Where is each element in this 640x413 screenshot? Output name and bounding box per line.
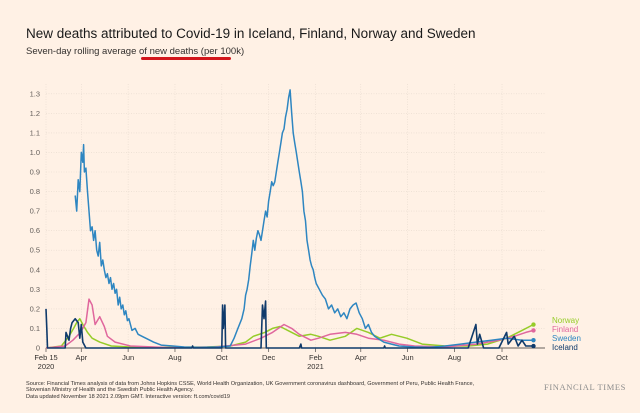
chart-grid [45,84,545,349]
y-tick-label: 0.5 [30,246,40,255]
y-tick-label: 0.8 [30,187,40,196]
sweden-end-marker [531,337,536,343]
y-tick-label: 1.1 [30,128,40,137]
chart-title: New deaths attributed to Covid-19 in Ice… [26,26,476,41]
norway-legend-label: Norway [552,316,579,325]
x-tick-label: Jun [402,353,414,362]
line-chart: 0 0.1 0.2 0.3 0.4 0.5 0.6 0.7 0.8 0.9 1.0 1.1 1.2 1.3… [30,84,581,371]
finland-legend-label: Finland [552,325,578,334]
x-tick-label: Oct [496,353,509,362]
x-tick-label: Dec [262,353,276,362]
chart-series [45,89,536,349]
ft-brand-logo: FINANCIAL TIMES [544,382,626,392]
y-tick-label: 0.7 [30,207,40,216]
iceland-line [45,300,534,349]
y-tick-label: 1.3 [30,89,40,98]
finland-end-marker [531,328,536,333]
y-tick-label: 0.1 [30,324,40,333]
y-tick-label: 1.2 [30,109,40,118]
x-tick-label: Feb 15 [34,353,57,362]
finland-line [45,298,534,349]
y-tick-label: 0.3 [30,285,40,294]
y-tick-label: 0 [36,344,40,353]
x-tick-label: Apr [75,353,87,362]
y-axis: 0 0.1 0.2 0.3 0.4 0.5 0.6 0.7 0.8 0.9 1.0 1.1 1.2 1.3 [30,89,40,352]
x-tick-label: Aug [448,353,461,362]
update-note: Data updated November 18 2021 2.09pm GMT… [26,393,230,400]
x-tick-year-label: 2021 [307,362,324,371]
x-tick-label: Feb [309,353,322,362]
x-tick-label: Jun [122,353,134,362]
iceland-end-marker [531,343,536,349]
y-tick-label: 0.9 [30,168,40,177]
sweden-legend-label: Sweden [552,334,581,343]
y-tick-label: 0.4 [30,265,40,274]
subtitle-highlight-underline [141,57,231,60]
x-tick-label: Oct [216,353,229,362]
iceland-legend-label: Iceland [552,343,578,352]
x-tick-year-label: 2020 [38,362,55,371]
y-tick-label: 1.0 [30,148,40,157]
x-tick-label: Apr [355,353,367,362]
chart-subtitle: Seven-day rolling average of new deaths … [26,46,245,57]
norway-end-marker [531,322,536,327]
source-note: Source: Financial Times analysis of data… [26,381,475,394]
sweden-line [74,89,534,349]
y-tick-label: 0.6 [30,226,40,235]
x-tick-label: Aug [168,353,181,362]
y-tick-label: 0.2 [30,304,40,313]
chart-footer: Source: Financial Times analysis of data… [26,381,496,400]
